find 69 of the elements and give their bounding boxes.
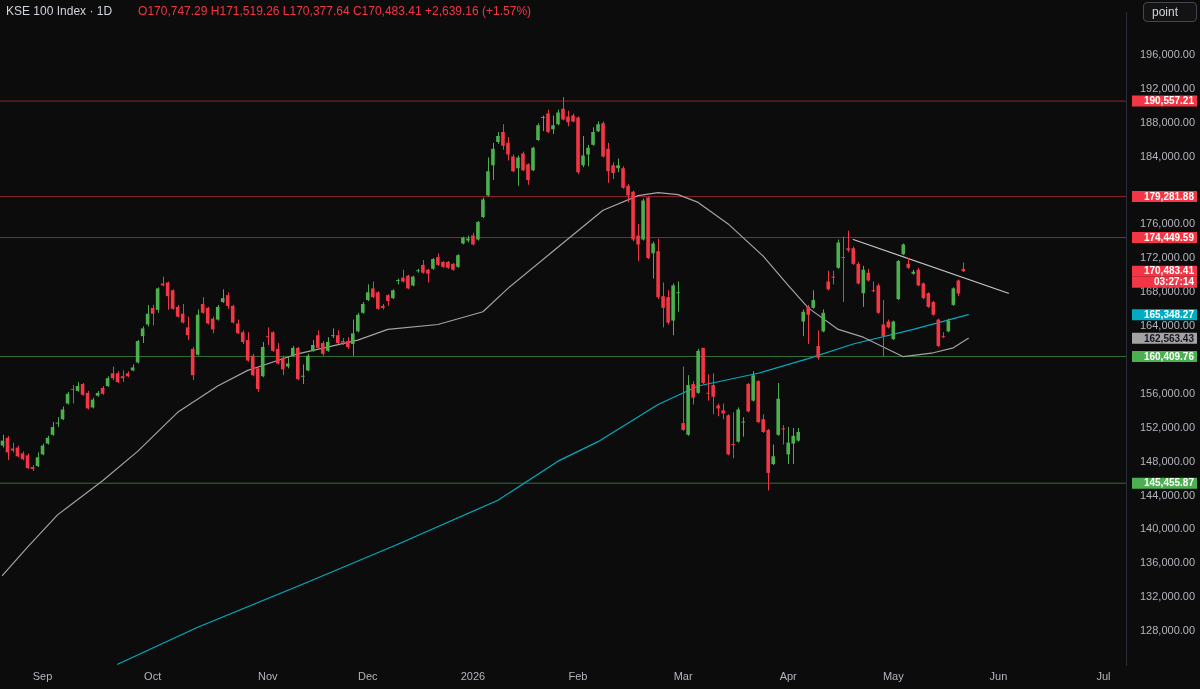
- ref-line-label: 174,449.59: [1143, 231, 1195, 243]
- candlestick: [891, 320, 896, 341]
- text: point: [1142, 2, 1197, 22]
- y-tick-label: 140,000.00: [1140, 522, 1196, 535]
- candlestick: [681, 365, 685, 432]
- y-tick-label: 136,000.00: [1140, 556, 1196, 569]
- candlestick: [531, 146, 535, 172]
- y-tick-label: 168,000.00: [1140, 285, 1196, 298]
- candlestick: [330, 327, 335, 339]
- y-tick-label: 184,000.00: [1140, 149, 1196, 162]
- text: 162,563.43: [1143, 332, 1195, 344]
- x-tick-label: Dec: [358, 670, 379, 683]
- candlestick: [881, 299, 886, 358]
- x-tick-label: Nov: [257, 670, 279, 683]
- ref-line-label: 145,455.87: [1143, 477, 1195, 489]
- candlestick: [816, 329, 821, 361]
- y-tick-label: 132,000.00: [1140, 590, 1196, 603]
- y-tick-label: 152,000.00: [1140, 420, 1196, 433]
- y-tick-label: 164,000.00: [1140, 319, 1196, 332]
- y-tick-label: 176,000.00: [1140, 217, 1196, 230]
- chart-subtitle: O170,747.29 H171,519.26 L170,377.64 C170,483.41 +2,639.16 (+1.57%): [138, 4, 532, 18]
- ref-line-label: 179,281.88: [1143, 190, 1195, 202]
- candlestick: [481, 197, 485, 219]
- x-tick-label: Feb: [568, 670, 588, 683]
- y-tick-label: 156,000.00: [1140, 386, 1196, 399]
- text: 170,483.41: [1143, 265, 1195, 277]
- ref-line-label: 160,409.76: [1143, 350, 1195, 362]
- y-tick-label: 148,000.00: [1140, 454, 1196, 467]
- text: 165,348.27: [1143, 308, 1195, 320]
- y-tick-label: 128,000.00: [1140, 624, 1196, 637]
- candlestick: [491, 142, 495, 181]
- chart-title: KSE 100 Index · 1D: [6, 4, 113, 18]
- y-tick-label: 144,000.00: [1140, 488, 1196, 501]
- candlestick: [351, 319, 355, 357]
- candlestick: [821, 308, 826, 333]
- candlestick: [811, 289, 816, 310]
- candlestick: [476, 220, 480, 242]
- candlestick: [771, 444, 775, 466]
- candlestick: [356, 312, 360, 333]
- candlestick: [546, 109, 550, 134]
- x-tick-label: Jun: [989, 670, 1008, 683]
- candlestick: [586, 144, 590, 167]
- candlestick: [861, 265, 866, 308]
- candlestick: [781, 424, 785, 446]
- text: 03:27:14: [1153, 276, 1195, 288]
- y-tick-label: 196,000.00: [1140, 47, 1196, 60]
- candlestick: [826, 270, 831, 291]
- candlestick: [841, 236, 846, 303]
- x-tick-label: Sep: [32, 670, 53, 683]
- x-tick-label: 2026: [460, 670, 486, 683]
- x-tick-label: Mar: [673, 670, 693, 683]
- x-tick-label: May: [882, 670, 905, 683]
- x-tick-label: Oct: [144, 670, 162, 683]
- y-tick-label: 172,000.00: [1140, 251, 1196, 264]
- candlestick: [581, 135, 585, 168]
- candlestick: [801, 308, 806, 337]
- candlestick: [651, 240, 655, 280]
- candlestick: [691, 380, 695, 406]
- x-tick-label: Apr: [779, 670, 798, 683]
- candlestick: [591, 126, 595, 147]
- candlestick: [516, 155, 520, 187]
- x-tick-label: Jul: [1096, 670, 1111, 683]
- y-tick-label: 188,000.00: [1140, 115, 1196, 128]
- ref-line-label: 190,557.21: [1143, 95, 1195, 107]
- candlestick: [551, 115, 555, 135]
- candlestick: [856, 261, 861, 285]
- candlestick: [300, 363, 305, 385]
- candlestick: [806, 304, 811, 345]
- y-tick-label: 192,000.00: [1140, 81, 1196, 94]
